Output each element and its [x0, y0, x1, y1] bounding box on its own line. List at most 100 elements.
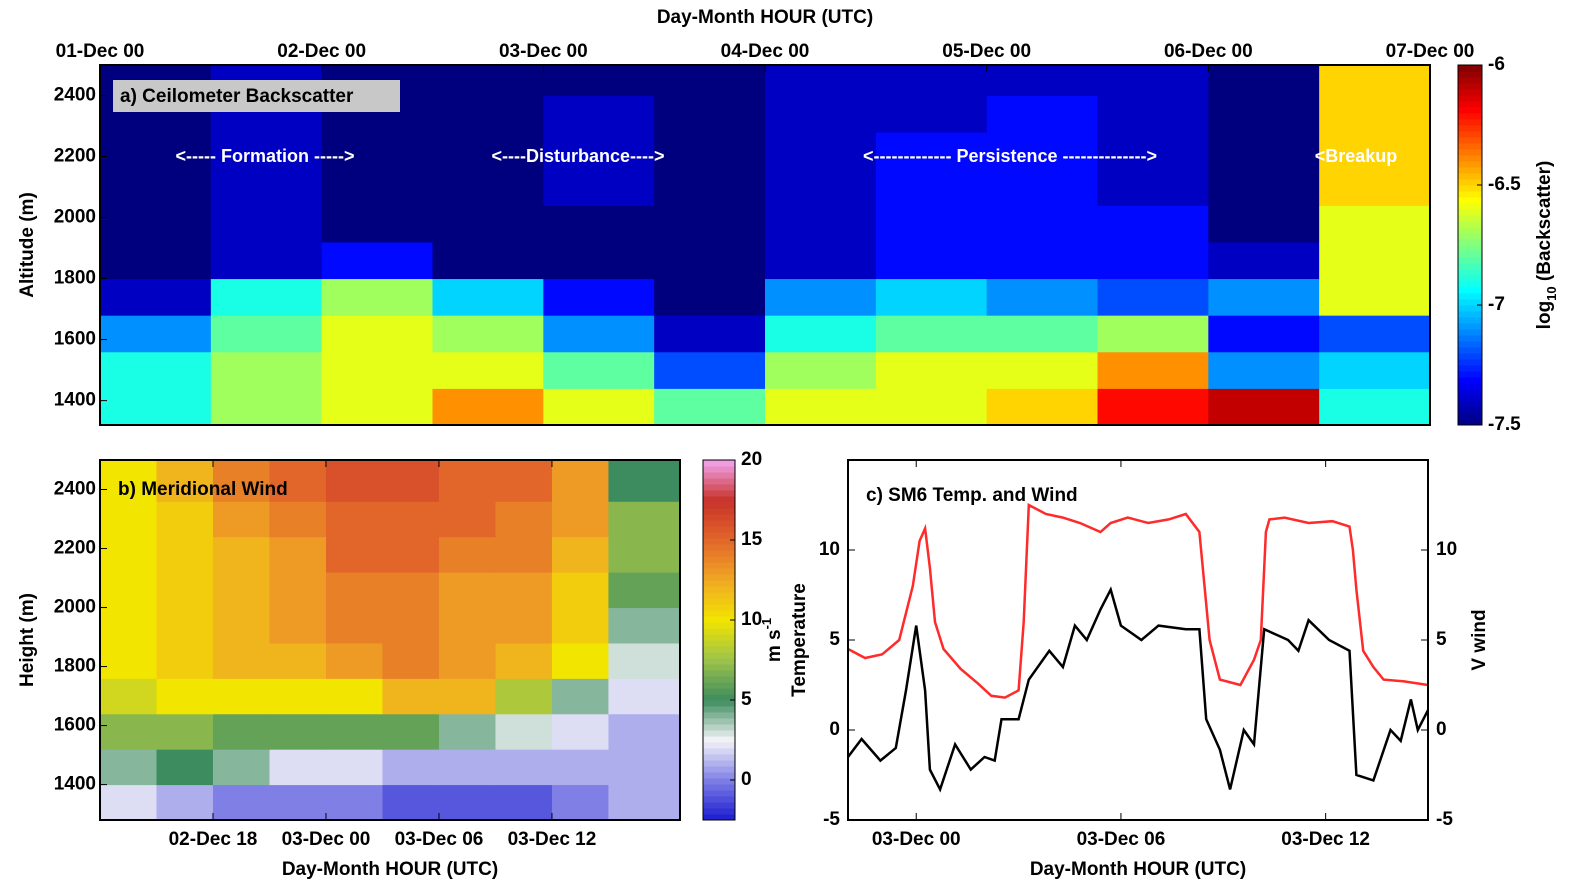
colorbar-step: [703, 568, 735, 575]
y-axis-label: Altitude (m): [17, 192, 38, 298]
colorbar-step: [1458, 197, 1482, 204]
heat-cell: [325, 572, 383, 609]
heat-cell: [438, 460, 496, 502]
heat-cell: [875, 168, 988, 206]
colorbar-step: [1458, 269, 1482, 276]
heat-cell: [210, 168, 323, 206]
heat-cell: [986, 168, 1098, 206]
colorbar-step: [703, 772, 735, 779]
colorbar-step: [703, 688, 735, 695]
x-tick-label: 04-Dec 00: [721, 41, 810, 62]
x-axis-label: Day-Month HOUR (UTC): [1030, 859, 1246, 880]
heat-cell: [269, 572, 327, 609]
heat-cell: [321, 241, 433, 280]
heat-cell: [432, 65, 544, 97]
heat-cell: [212, 678, 270, 715]
heat-cell: [325, 536, 383, 573]
heat-cell: [382, 678, 440, 715]
x-tick-label: 03-Dec 06: [1077, 829, 1166, 850]
colorbar-step: [1458, 275, 1482, 282]
heat-cell: [875, 315, 988, 353]
heat-cell: [654, 278, 766, 316]
colorbar-step: [1458, 335, 1482, 342]
heat-cell: [100, 607, 157, 644]
heat-cell: [321, 132, 433, 170]
plot-frame: [847, 459, 1429, 821]
heat-cell: [438, 784, 496, 821]
heat-cell: [608, 642, 681, 679]
heat-cell: [269, 607, 327, 644]
heat-cell: [654, 168, 766, 206]
y2-tick-label: 0: [1436, 719, 1447, 740]
heat-cell: [495, 678, 553, 715]
heat-cell: [875, 388, 988, 426]
heat-cell: [325, 642, 383, 679]
y-tick-label: 1800: [54, 656, 96, 677]
colorbar-step: [1458, 341, 1482, 348]
heat-cell: [210, 388, 323, 426]
heat-cell: [210, 205, 323, 243]
heat-cell: [210, 278, 323, 316]
heat-cell: [321, 205, 433, 243]
heat-cell: [212, 784, 270, 821]
colorbar-step: [703, 586, 735, 593]
heat-cell: [765, 315, 877, 353]
heat-cell: [1319, 168, 1431, 206]
heat-cell: [543, 168, 655, 206]
y-axis-label: Temperature: [789, 583, 810, 697]
heat-cell: [325, 678, 383, 715]
heat-cell: [100, 388, 212, 426]
colorbar-step: [1458, 365, 1482, 372]
colorbar-step: [703, 508, 735, 515]
heat-cell: [156, 749, 214, 786]
heat-cell: [543, 351, 655, 389]
heat-cell: [765, 205, 877, 243]
heat-cell: [325, 501, 383, 538]
heat-cell: [100, 713, 157, 750]
colorbar-step: [1458, 371, 1482, 378]
heat-cell: [1319, 315, 1431, 353]
heat-cell: [765, 95, 877, 133]
colorbar-step: [1458, 299, 1482, 306]
colorbar-step: [703, 808, 735, 815]
panel-title: b) Meridional Wind: [118, 479, 288, 500]
colorbar-tick-label: -6: [1488, 54, 1505, 75]
heat-cell: [269, 536, 327, 573]
heat-cell: [1097, 95, 1209, 133]
heat-cell: [1208, 65, 1320, 97]
heat-cell: [1097, 278, 1209, 316]
heat-cell: [765, 388, 877, 426]
heat-cell: [495, 536, 553, 573]
x-tick-label: 03-Dec 06: [395, 829, 484, 850]
colorbar-step: [703, 556, 735, 563]
colorbar-step: [1458, 233, 1482, 240]
heat-cell: [321, 351, 433, 389]
heat-cell: [382, 536, 440, 573]
heat-cell: [432, 351, 544, 389]
colorbar-step: [1458, 155, 1482, 162]
colorbar-step: [1458, 377, 1482, 384]
heat-cell: [986, 315, 1098, 353]
colorbar-step: [703, 742, 735, 749]
colorbar-step: [1458, 293, 1482, 300]
colorbar-step: [703, 592, 735, 599]
heat-cell: [1097, 351, 1209, 389]
colorbar-step: [1458, 143, 1482, 150]
data-line: [847, 586, 1430, 793]
heat-cell: [212, 460, 270, 502]
heat-cell: [551, 607, 609, 644]
colorbar-step: [703, 544, 735, 551]
x-tick-label: 02-Dec 00: [277, 41, 366, 62]
x-tick-label: 03-Dec 12: [1281, 829, 1370, 850]
colorbar-step: [1458, 125, 1482, 132]
colorbar-step: [1458, 419, 1482, 426]
heat-cell: [100, 132, 212, 170]
heat-cell: [1319, 241, 1431, 280]
heat-cell: [543, 241, 655, 280]
colorbar-step: [703, 652, 735, 659]
colorbar-step: [1458, 359, 1482, 366]
heat-cell: [1097, 388, 1209, 426]
heat-cell: [100, 351, 212, 389]
heat-cell: [1208, 205, 1320, 243]
heat-cell: [269, 642, 327, 679]
